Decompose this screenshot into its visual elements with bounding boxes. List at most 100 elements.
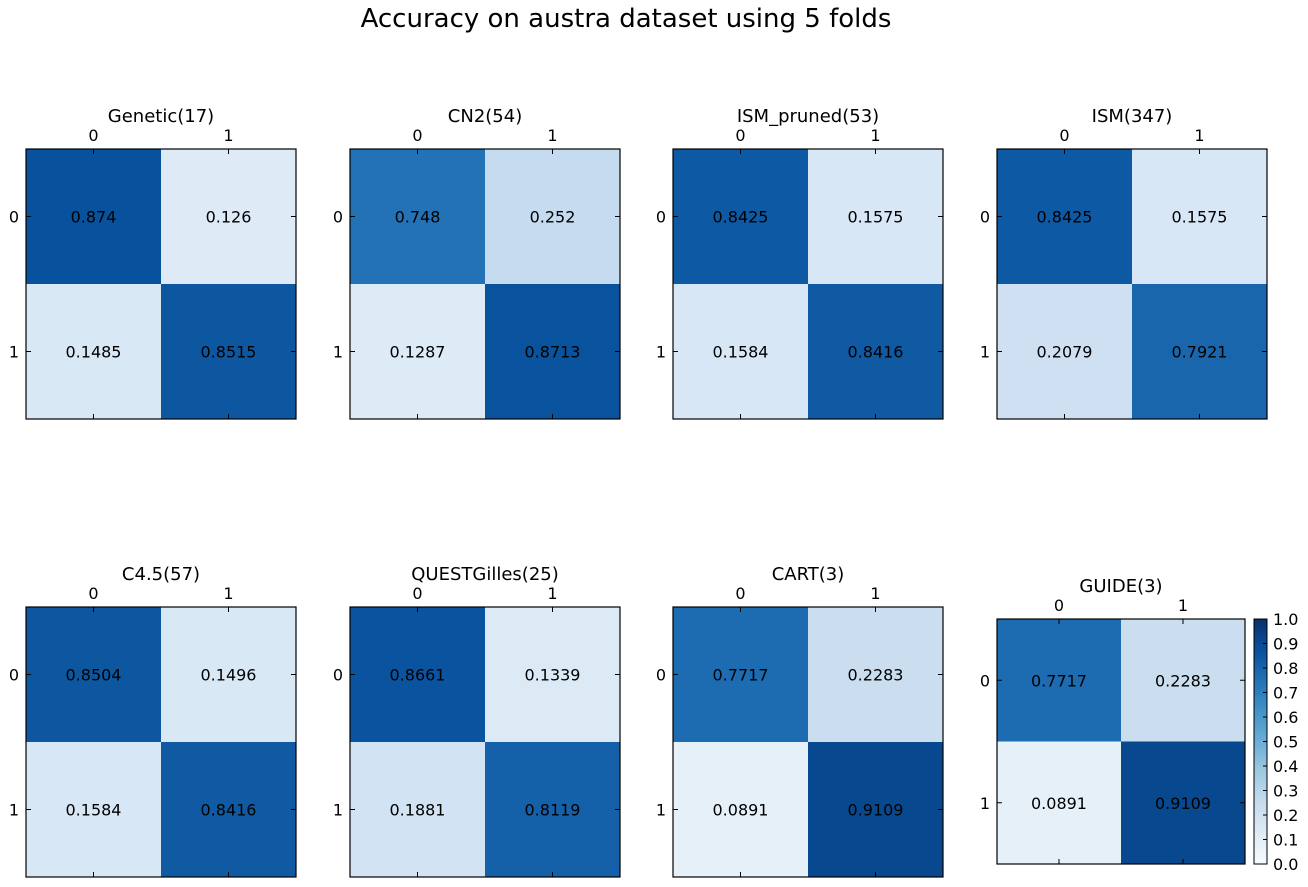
y-tick-label: 1: [9, 343, 19, 362]
heatmap-cell: [161, 607, 296, 742]
cell-value-label: 0.8661: [390, 666, 446, 685]
subplot-title: ISM(347): [1092, 106, 1173, 127]
heatmap-cell: [997, 619, 1121, 742]
cell-value-label: 0.8416: [201, 801, 257, 820]
cell-value-label: 0.7717: [1031, 671, 1087, 690]
cell-value-label: 0.0891: [713, 801, 769, 820]
x-tick-label: 1: [870, 126, 880, 145]
cell-value-label: 0.8504: [66, 666, 122, 685]
plot-frame: [349, 606, 621, 878]
heatmap-cell: [1132, 149, 1267, 284]
heatmap-cell: [350, 607, 485, 742]
subplot-title: CART(3): [772, 564, 845, 585]
x-tick-label: 0: [88, 584, 98, 603]
x-tick-label: 0: [735, 584, 745, 603]
heatmap-cell: [808, 742, 943, 877]
x-tick-label: 1: [1194, 126, 1204, 145]
heatmap-cell: [161, 742, 296, 877]
heatmap-cell: [808, 607, 943, 742]
cell-value-label: 0.252: [530, 208, 576, 227]
heatmap-cell: [1121, 619, 1245, 742]
cell-value-label: 0.8425: [1037, 208, 1093, 227]
x-tick-label: 1: [223, 126, 233, 145]
x-tick-label: 1: [547, 126, 557, 145]
y-tick-label: 0: [333, 208, 343, 227]
plot-frame: [996, 618, 1246, 865]
heatmap-cell: [808, 284, 943, 419]
y-tick-label: 1: [656, 801, 666, 820]
plot-frame: [349, 148, 621, 420]
y-tick-label: 0: [980, 208, 990, 227]
cell-value-label: 0.1584: [713, 343, 769, 362]
cell-value-label: 0.1339: [525, 666, 581, 685]
heatmap-cell: [26, 607, 161, 742]
x-tick-label: 1: [1178, 596, 1188, 615]
heatmap-panel-4: 0.8425 0.1575 0.2079 0.7921 ISM(347) 0 1 0 1: [980, 106, 1268, 420]
plot-frame: [672, 606, 944, 878]
heatmap-cell: [485, 149, 620, 284]
heatmap-cell: [485, 607, 620, 742]
cell-value-label: 0.126: [206, 208, 252, 227]
heatmap-cell: [350, 284, 485, 419]
plot-frame: [996, 148, 1268, 420]
colorbar-tick-label: 0.9: [1273, 635, 1298, 654]
heatmap-panel-5: 0.8504 0.1496 0.1584 0.8416 C4.5(57) 0 1 0 1: [9, 564, 297, 878]
heatmap-cell: [26, 149, 161, 284]
x-tick-label: 1: [547, 584, 557, 603]
subplot-title: QUESTGilles(25): [411, 564, 559, 585]
cell-value-label: 0.1575: [1172, 208, 1228, 227]
heatmap-cell: [26, 284, 161, 419]
y-tick-label: 1: [656, 343, 666, 362]
heatmap-cell: [350, 149, 485, 284]
x-tick-label: 0: [412, 126, 422, 145]
cell-value-label: 0.0891: [1031, 794, 1087, 813]
heatmap-cell: [26, 742, 161, 877]
subplot-title: ISM_pruned(53): [737, 106, 879, 127]
subplot-title: C4.5(57): [122, 564, 200, 585]
plot-frame: [25, 606, 297, 878]
x-tick-label: 0: [412, 584, 422, 603]
x-tick-label: 1: [223, 584, 233, 603]
y-tick-label: 0: [656, 208, 666, 227]
y-tick-label: 1: [333, 343, 343, 362]
subplot-title: GUIDE(3): [1079, 576, 1162, 597]
heatmap-cell: [673, 284, 808, 419]
heatmap-panel-2: 0.748 0.252 0.1287 0.8713 CN2(54) 0 1 0 1: [333, 106, 621, 420]
heatmap-panel-7: 0.7717 0.2283 0.0891 0.9109 CART(3) 0 1 0 1: [656, 564, 944, 878]
heatmap-cell: [673, 742, 808, 877]
cell-value-label: 0.7921: [1172, 343, 1228, 362]
cell-value-label: 0.2283: [1155, 671, 1211, 690]
x-tick-label: 0: [1059, 126, 1069, 145]
colorbar-tick-label: 1.0: [1273, 610, 1298, 629]
cell-value-label: 0.1496: [201, 666, 257, 685]
heatmap-cell: [161, 149, 296, 284]
cell-value-label: 0.7717: [713, 666, 769, 685]
colorbar-tick-label: 0.6: [1273, 708, 1298, 727]
subplot-title: CN2(54): [448, 106, 522, 127]
heatmap-panel-1: 0.874 0.126 0.1485 0.8515 Genetic(17) 0 1 0 1: [9, 106, 297, 420]
heatmap-cell: [1121, 741, 1245, 864]
figure-title: Accuracy on austra dataset using 5 folds: [360, 4, 892, 34]
colorbar-tick-label: 0.0: [1273, 855, 1298, 874]
heatmap-cell: [997, 741, 1121, 864]
plot-frame: [25, 148, 297, 420]
heatmap-cell: [808, 149, 943, 284]
cell-value-label: 0.8515: [201, 343, 257, 362]
cell-value-label: 0.8425: [713, 208, 769, 227]
heatmap-cell: [673, 149, 808, 284]
y-tick-label: 0: [9, 208, 19, 227]
cell-value-label: 0.8713: [525, 343, 581, 362]
cell-value-label: 0.8416: [848, 343, 904, 362]
colorbar-tick-label: 0.3: [1273, 782, 1298, 801]
x-tick-label: 1: [870, 584, 880, 603]
y-tick-label: 1: [333, 801, 343, 820]
y-tick-label: 0: [9, 666, 19, 685]
y-tick-label: 1: [9, 801, 19, 820]
x-tick-label: 0: [1054, 596, 1064, 615]
cell-value-label: 0.2283: [848, 666, 904, 685]
y-tick-label: 1: [980, 794, 990, 813]
y-tick-label: 0: [333, 666, 343, 685]
x-tick-label: 0: [88, 126, 98, 145]
